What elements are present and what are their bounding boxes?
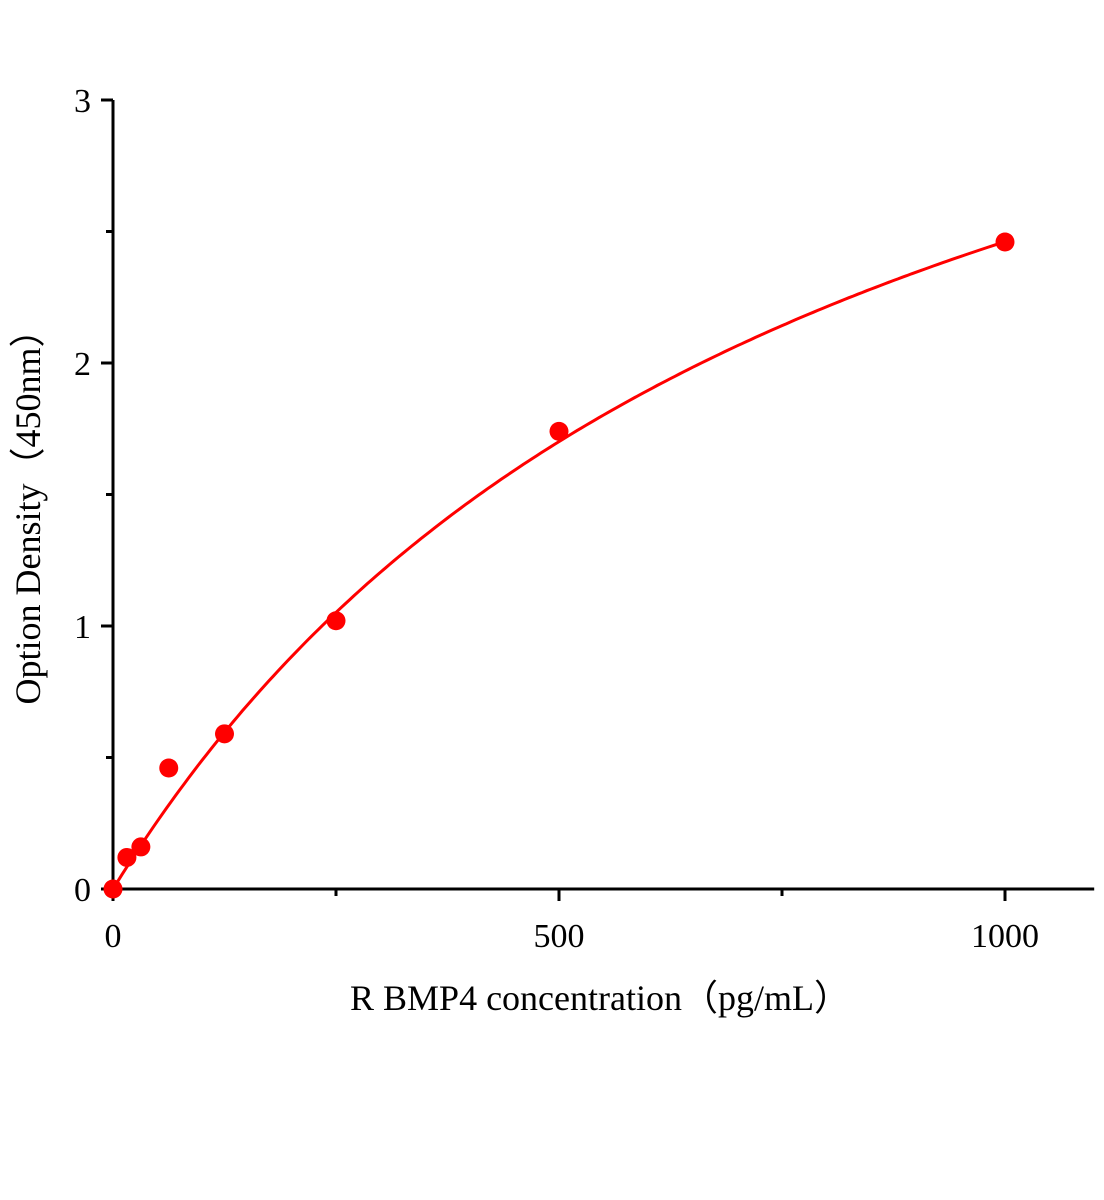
x-tick-labels: 0 500 1000 [105, 918, 1040, 955]
x-tick-label: 500 [534, 918, 585, 955]
data-point [326, 611, 346, 631]
x-tick-label: 0 [105, 918, 122, 955]
x-tick-label: 1000 [971, 918, 1039, 955]
data-point [215, 724, 234, 744]
data-point [131, 837, 151, 857]
data-point [103, 879, 123, 899]
data-points [103, 232, 1015, 899]
data-point [117, 847, 137, 867]
data-point [549, 421, 569, 441]
y-tick-label: 0 [74, 872, 91, 909]
y-tick-labels: 0 1 2 3 [74, 83, 91, 909]
axes [101, 98, 1095, 901]
y-tick-label: 1 [74, 609, 91, 646]
fit-curve [111, 240, 1006, 890]
data-point [159, 758, 179, 778]
x-axis-label: R BMP4 concentration（pg/mL） [350, 978, 850, 1018]
y-tick-label: 3 [74, 83, 91, 120]
data-point [995, 232, 1015, 252]
y-tick-label: 2 [74, 346, 91, 383]
y-axis-label: Option Density（450nm） [8, 312, 48, 705]
